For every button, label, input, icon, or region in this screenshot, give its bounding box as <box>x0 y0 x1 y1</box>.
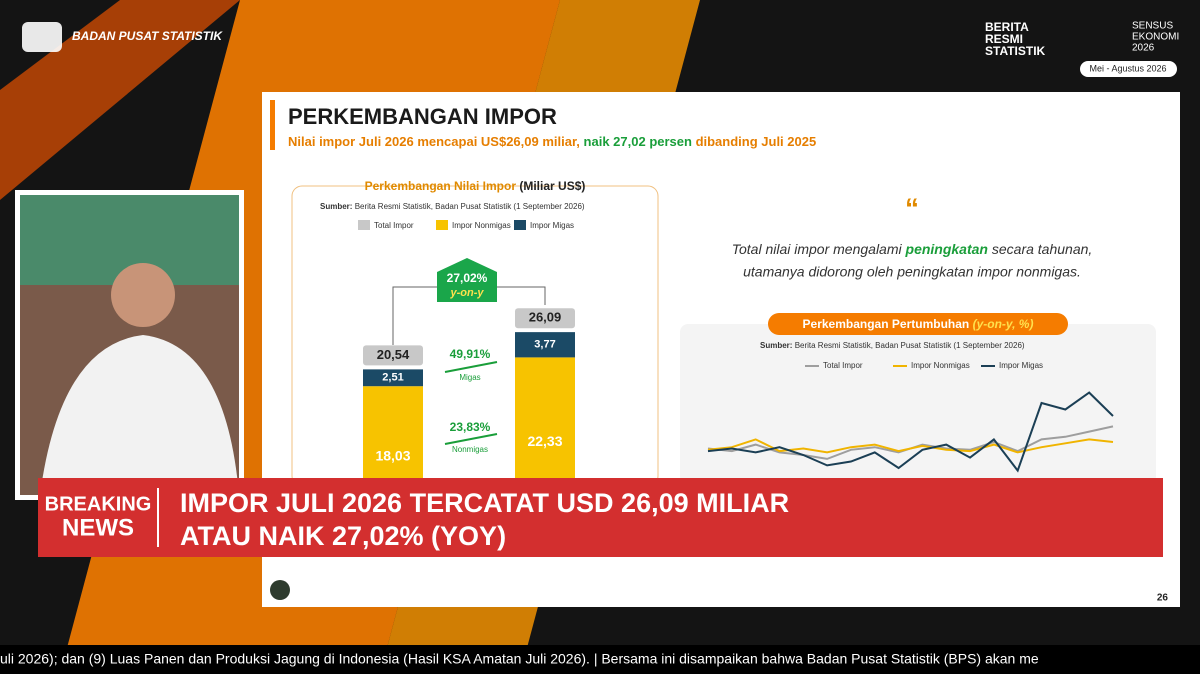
speaker-head <box>111 263 175 327</box>
total-box <box>515 308 575 329</box>
right-panel <box>680 324 1156 484</box>
total-box <box>363 345 423 366</box>
sensus: EKONOMI <box>1132 32 1179 43</box>
arrow <box>444 361 498 445</box>
legend-label: Total Impor <box>823 361 863 370</box>
period-pill <box>1080 61 1177 77</box>
breaking-label: BREAKING <box>45 493 152 515</box>
left-panel <box>291 185 659 487</box>
quote-mark: “ <box>905 192 919 223</box>
value-label: 22,33 <box>527 433 562 449</box>
page-number: 26 <box>1157 593 1169 604</box>
brs: BERITA <box>985 20 1029 34</box>
period: Mei - Agustus 2026 <box>1089 63 1166 73</box>
connector <box>392 286 546 345</box>
migas-growth: 49,91% <box>450 347 491 361</box>
edit-button[interactable] <box>270 580 290 600</box>
slide-subtitle: Nilai impor Juli 2026 mencapai US$26,09 … <box>288 134 816 149</box>
legend-label: Impor Migas <box>530 221 574 230</box>
growth-sub: y-on-y <box>450 287 485 299</box>
breaking-label: NEWS <box>62 514 134 541</box>
brs: RESMI <box>985 32 1023 46</box>
value-label: 2,51 <box>382 372 403 384</box>
headline: ATAU NAIK 27,02% (YOY) <box>180 521 506 551</box>
value-label: 3,77 <box>534 339 555 351</box>
legend-swatch <box>358 220 370 230</box>
source: Sumber: Berita Resmi Statistik, Badan Pu… <box>760 341 1025 350</box>
bar-segment <box>515 332 575 358</box>
org-name: BADAN PUSAT STATISTIK <box>72 29 223 43</box>
value-label: 18,03 <box>375 447 410 463</box>
legend-label: Total Impor <box>374 221 414 230</box>
growth-line <box>707 438 1114 454</box>
bar-segment <box>363 369 423 387</box>
sensus: 2026 <box>1132 43 1155 54</box>
legend-label: Impor Nonmigas <box>452 221 511 230</box>
ticker: uli 2026); dan (9) Luas Panen dan Produk… <box>0 651 1039 667</box>
legend-swatch <box>514 220 526 230</box>
source: Sumber: Berita Resmi Statistik, Badan Pu… <box>320 202 585 211</box>
title-accent <box>270 100 275 150</box>
legend-label: Impor Migas <box>999 361 1043 370</box>
quote: Total nilai impor mengalami peningkatan … <box>732 241 1093 257</box>
breaking-banner <box>38 478 1163 557</box>
total-label: 26,09 <box>529 310 562 325</box>
sensus: SENSUS <box>1132 21 1173 32</box>
growth-line <box>707 391 1114 473</box>
migas-label: Migas <box>459 373 480 382</box>
growth: 27,02% <box>447 271 488 285</box>
total-label: 20,54 <box>377 347 410 362</box>
ticker-bar <box>0 645 1200 674</box>
growth-badge <box>437 258 497 302</box>
right-chart-title: Perkembangan Pertumbuhan (y-on-y, %) <box>803 317 1034 331</box>
logo <box>22 22 62 52</box>
left-chart-title: Perkembangan Nilai Impor (Miliar US$) <box>365 179 586 193</box>
nonmigas-label: Nonmigas <box>452 445 488 454</box>
legend-label: Impor Nonmigas <box>911 361 970 370</box>
quote: utamanya didorong oleh peningkatan impor… <box>743 264 1081 280</box>
brs: STATISTIK <box>985 44 1046 58</box>
right-title-pill <box>768 313 1068 335</box>
speaker-body <box>40 335 239 495</box>
headline: IMPOR JULI 2026 TERCATAT USD 26,09 MILIA… <box>180 488 789 518</box>
legend-swatch <box>436 220 448 230</box>
nonmigas-growth: 23,83% <box>450 420 491 434</box>
slide-title: PERKEMBANGAN IMPOR <box>288 104 557 129</box>
